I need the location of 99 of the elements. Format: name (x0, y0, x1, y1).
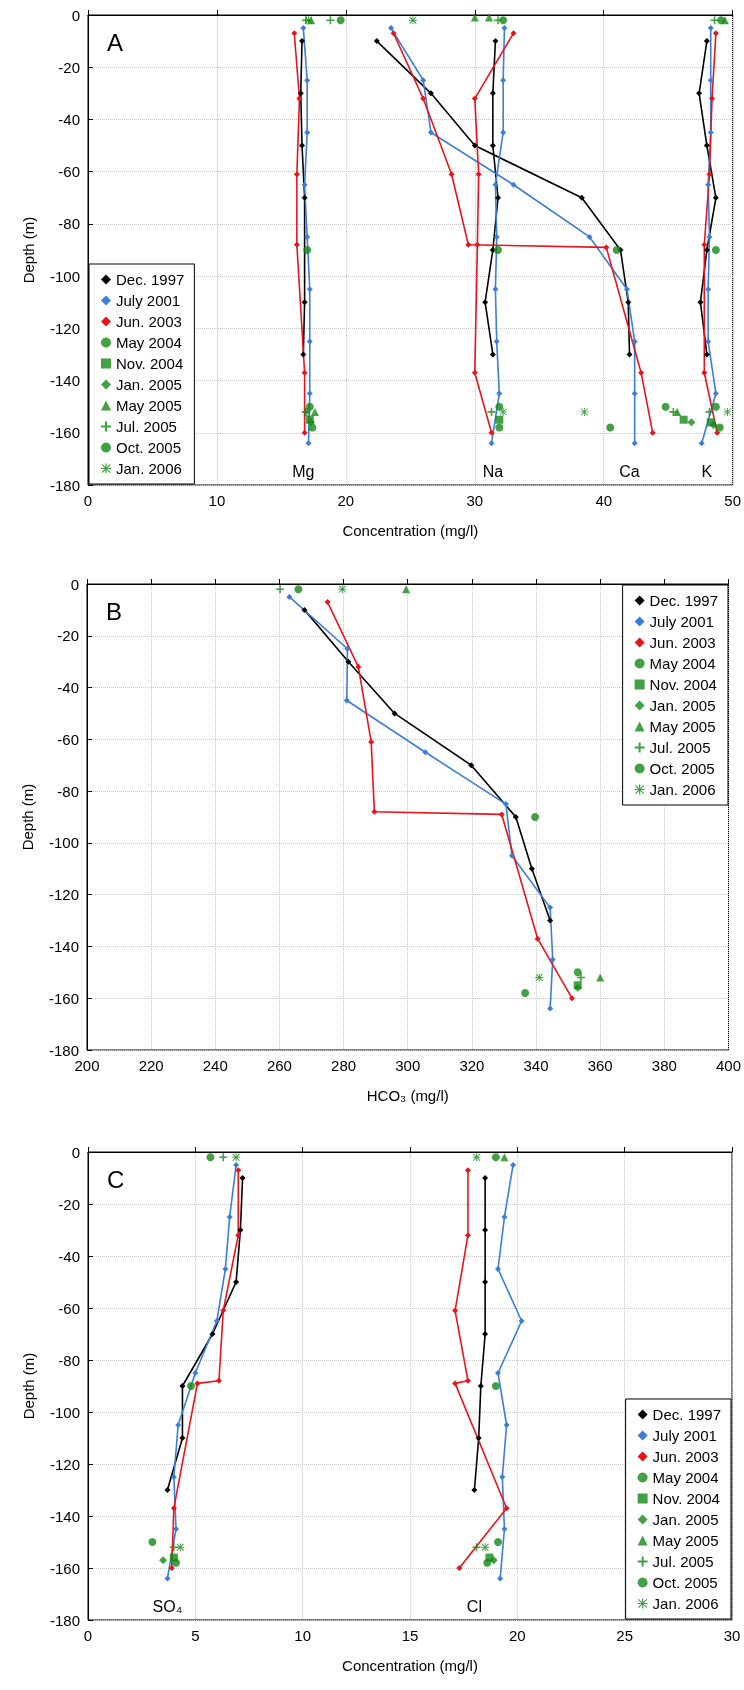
annotation: SO₄ (152, 1597, 183, 1615)
legend-label: Jul. 2005 (649, 739, 711, 756)
legend-label: Dec. 1997 (652, 1406, 722, 1423)
x-tick-label: 340 (523, 1057, 549, 1074)
legend-label: May 2004 (649, 655, 716, 672)
x-tick-label: 0 (83, 1627, 93, 1644)
y-tick-label: -120 (48, 886, 79, 904)
legend-label: Oct. 2005 (116, 439, 182, 456)
x-tick-label: 20 (337, 492, 355, 509)
legend-label: Jul. 2005 (652, 1553, 714, 1570)
y-tick-label: -180 (48, 1041, 79, 1059)
y-tick-label: -140 (49, 372, 80, 390)
x-tick-label: 200 (74, 1057, 100, 1074)
x-tick-label: 40 (595, 492, 613, 509)
legend-label: Jan. 2005 (649, 697, 716, 714)
legend-label: Jan. 2005 (116, 376, 182, 393)
legend-label: May 2004 (116, 334, 182, 351)
annotation: Cl (466, 1597, 482, 1615)
legend-label: Nov. 2004 (649, 676, 717, 693)
annotation: Na (482, 462, 504, 480)
legend-label: Jan. 2005 (652, 1511, 719, 1528)
y-tick-label: -40 (58, 110, 80, 128)
x-axis-title: HCO₃ (mg/l) (366, 1087, 449, 1104)
legend-label: Jun. 2003 (116, 313, 182, 330)
text: B (106, 597, 123, 625)
y-tick-label: -60 (58, 1299, 80, 1317)
y-tick-label: 0 (70, 575, 79, 593)
x-tick-label: 10 (208, 492, 226, 509)
y-tick-label: -100 (48, 834, 79, 852)
x-tick-label: 15 (401, 1627, 419, 1644)
legend-label: July 2001 (652, 1427, 717, 1444)
annotation: Mg (292, 462, 315, 480)
legend-label: Dec. 1997 (649, 592, 719, 609)
x-tick-label: 320 (459, 1057, 485, 1074)
y-tick-label: -60 (58, 163, 80, 181)
x-tick-label: 360 (587, 1057, 613, 1074)
y-tick-label: -20 (57, 627, 79, 645)
y-tick-label: 0 (71, 1143, 80, 1161)
y-tick-label: -20 (58, 58, 80, 76)
x-tick-label: 400 (715, 1057, 741, 1074)
y-tick-label: -140 (48, 937, 79, 955)
legend-label: Oct. 2005 (652, 1574, 718, 1591)
legend-label: May 2005 (652, 1532, 719, 1549)
x-tick-label: 260 (266, 1057, 292, 1074)
x-axis-title: Concentration (mg/l) (342, 1657, 478, 1674)
x-tick-label: 280 (331, 1057, 357, 1074)
y-axis-title: Depth (m) (20, 1352, 37, 1420)
x-tick-label: 20 (508, 1627, 526, 1644)
x-tick-label: 0 (83, 492, 93, 509)
legend-label: Jun. 2003 (652, 1448, 719, 1465)
x-tick-label: 30 (723, 1627, 741, 1644)
y-tick-label: -180 (49, 476, 80, 494)
legend-label: Dec. 1997 (116, 271, 185, 288)
y-tick-label: -60 (57, 730, 79, 748)
text: A (107, 28, 124, 56)
annotation: K (701, 462, 713, 480)
y-tick-label: -100 (49, 1403, 80, 1421)
x-tick-label: 220 (138, 1057, 164, 1074)
y-axis-title: Depth (m) (19, 783, 36, 851)
y-tick-label: -100 (49, 267, 80, 285)
y-tick-label: -160 (48, 989, 79, 1007)
y-tick-label: -40 (57, 679, 79, 697)
legend-label: Nov. 2004 (116, 355, 184, 372)
y-tick-label: -120 (49, 319, 80, 337)
annotation: Ca (619, 462, 640, 480)
legend-label: Jan. 2006 (116, 460, 182, 477)
y-tick-label: -20 (58, 1195, 80, 1213)
y-tick-label: -180 (49, 1611, 80, 1629)
x-tick-label: 380 (651, 1057, 677, 1074)
legend-label: Jul. 2005 (116, 418, 177, 435)
y-tick-label: -140 (49, 1507, 80, 1525)
legend-label: Oct. 2005 (649, 760, 715, 777)
legend-label: July 2001 (649, 613, 714, 630)
y-tick-label: -80 (58, 1351, 80, 1369)
legend-label: May 2004 (652, 1469, 719, 1486)
y-tick-label: -160 (49, 1559, 80, 1577)
y-tick-label: -160 (49, 424, 80, 442)
x-tick-label: 25 (616, 1627, 634, 1644)
x-tick-label: 30 (466, 492, 484, 509)
legend-label: May 2005 (649, 718, 716, 735)
legend-label: Jan. 2006 (652, 1595, 719, 1612)
x-tick-label: 10 (294, 1627, 312, 1644)
legend-label: May 2005 (116, 397, 182, 414)
x-axis-title: Concentration (mg/l) (342, 522, 479, 539)
legend-label: Nov. 2004 (652, 1490, 720, 1507)
text: C (107, 1165, 125, 1193)
legend-label: Jan. 2006 (649, 781, 716, 798)
y-tick-label: -40 (58, 1247, 80, 1265)
x-tick-label: 300 (395, 1057, 421, 1074)
x-tick-label: 240 (202, 1057, 228, 1074)
x-tick-label: 50 (724, 492, 741, 509)
y-axis-title: Depth (m) (20, 216, 37, 284)
x-tick-label: 5 (191, 1627, 200, 1644)
legend-label: July 2001 (116, 292, 181, 309)
y-tick-label: 0 (71, 6, 80, 24)
y-tick-label: -120 (49, 1455, 80, 1473)
y-tick-label: -80 (58, 215, 80, 233)
y-tick-label: -80 (57, 782, 79, 800)
legend-label: Jun. 2003 (649, 634, 716, 651)
